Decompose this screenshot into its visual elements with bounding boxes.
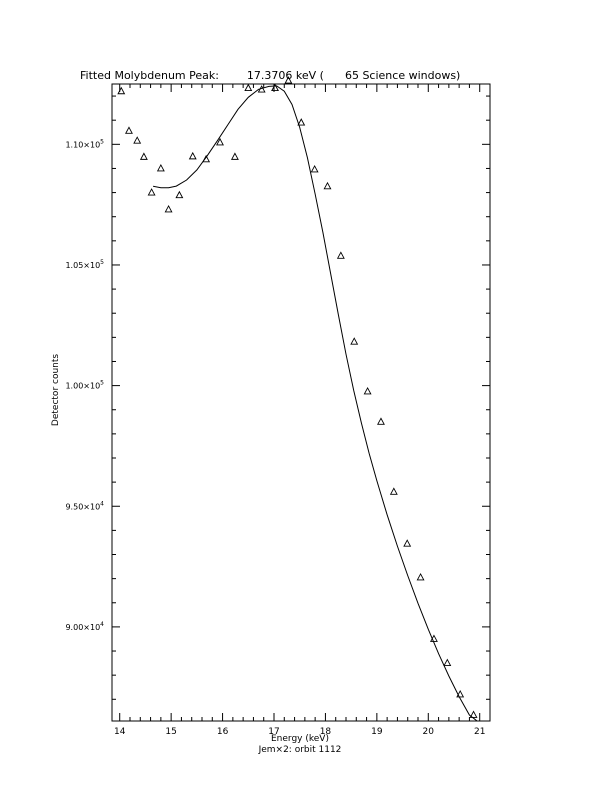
data-point [202, 154, 211, 163]
data-point [156, 163, 165, 172]
x-tick-label: 19 [371, 727, 383, 737]
data-point [429, 634, 438, 642]
x-tick-label: 18 [320, 727, 332, 737]
x-tick-label: 15 [165, 727, 176, 737]
data-point [271, 83, 279, 92]
data-point [164, 205, 173, 213]
data-point [216, 137, 224, 146]
x-tick-label: 14 [114, 727, 126, 737]
data-point [350, 337, 359, 345]
y-tick-label: 1.00×105 [65, 380, 104, 391]
y-tick-label: 1.10×105 [65, 138, 104, 149]
data-point [443, 658, 452, 667]
data-point [147, 188, 156, 196]
x-tick-label: 16 [217, 727, 229, 737]
data-point [469, 710, 478, 718]
data-point [416, 572, 425, 581]
x-tick-label: 21 [474, 727, 485, 737]
x-tick-label: 20 [423, 727, 435, 737]
data-point [139, 152, 148, 160]
data-point [125, 126, 133, 134]
data-point [257, 85, 266, 93]
fit-curve [153, 85, 478, 722]
x-axis-label: Energy (keV) [271, 734, 329, 744]
y-tick-label: 9.50×104 [65, 500, 104, 511]
data-point [310, 164, 319, 173]
x-axis-subcaption: Jem×2: orbit 1112 [258, 745, 342, 755]
chart-title: Fitted Molybdenum Peak: 17.3706 keV ( 65… [80, 69, 460, 82]
data-point [188, 151, 197, 160]
data-point [284, 76, 293, 84]
y-tick-label: 1.05×105 [65, 259, 104, 270]
data-point [456, 690, 465, 698]
data-point [389, 487, 398, 495]
data-points [117, 76, 478, 718]
data-point [133, 136, 142, 144]
x-axis: 14 15 16 17 18 19 20 21 [114, 84, 491, 737]
data-point [323, 181, 332, 190]
data-point [230, 152, 239, 160]
data-point [297, 118, 306, 126]
data-point [363, 386, 372, 395]
y-axis-label: Detector counts [51, 354, 61, 426]
data-point [175, 190, 184, 199]
data-point [336, 251, 345, 259]
y-axis: 9.00×104 9.50×104 1.00×105 1.05×105 1.10×105 [65, 95, 490, 700]
data-point [377, 417, 385, 425]
data-point [244, 83, 253, 92]
data-point [117, 86, 126, 95]
data-point [403, 539, 412, 547]
plot-frame [111, 83, 491, 722]
y-tick-label: 9.00×104 [65, 621, 104, 632]
x-tick-label: 17 [268, 727, 279, 737]
